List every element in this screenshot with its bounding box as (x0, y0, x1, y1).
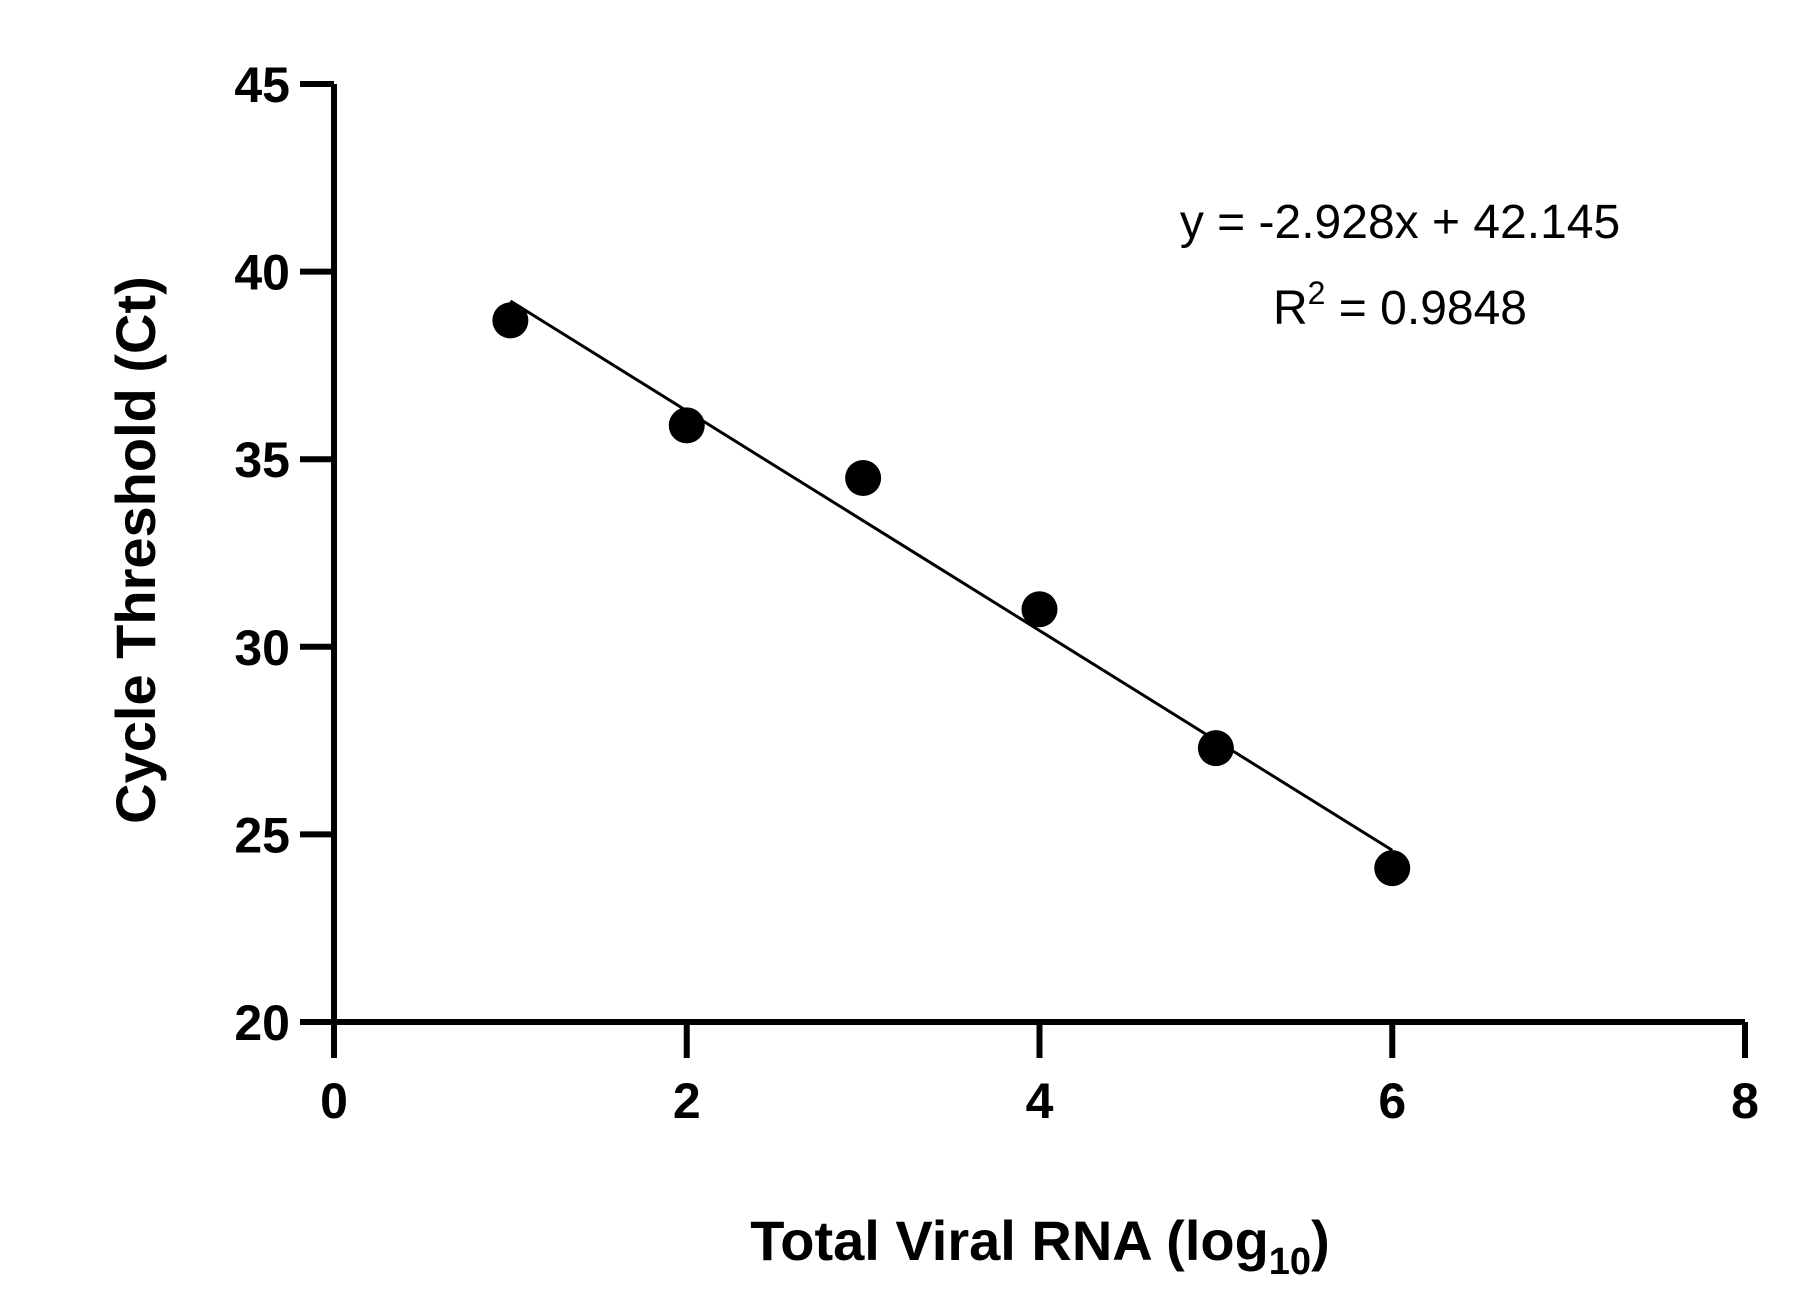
data-point (1197, 730, 1234, 767)
trendline-layer (509, 299, 1394, 852)
regression-equation: y = -2.928x + 42.145 (1180, 196, 1620, 249)
x-axis-title-text: Total Viral RNA (log (750, 1209, 1269, 1272)
r-squared-value: = 0.9848 (1325, 282, 1527, 335)
r-squared-superscript: 2 (1308, 275, 1326, 311)
trendline (509, 299, 1394, 852)
y-axis-title: Cycle Threshold (Ct) (104, 276, 167, 824)
data-point (492, 302, 529, 339)
x-axis-ticks: 0 2 4 6 8 (320, 1022, 1759, 1129)
y-tick-label: 30 (234, 620, 290, 676)
y-tick-label: 40 (234, 245, 290, 301)
y-tick-label: 45 (234, 57, 290, 113)
data-point (1374, 850, 1411, 887)
x-tick-label: 6 (1378, 1073, 1406, 1129)
r-squared: R2 = 0.9848 (1273, 275, 1527, 335)
x-axis-title: Total Viral RNA (log10) (750, 1209, 1329, 1283)
x-tick-label: 2 (673, 1073, 701, 1129)
data-point (1021, 591, 1058, 628)
data-point (845, 459, 882, 496)
y-axis-ticks: 20 25 30 35 40 45 (234, 57, 334, 1051)
axes: 20 25 30 35 40 45 0 2 4 6 8 (234, 57, 1759, 1129)
x-axis-title-suffix: ) (1311, 1209, 1330, 1272)
x-tick-label: 4 (1026, 1073, 1054, 1129)
y-tick-label: 20 (234, 995, 290, 1051)
r-squared-prefix: R (1273, 282, 1308, 335)
y-tick-label: 35 (234, 432, 290, 488)
data-point (668, 407, 705, 444)
y-tick-label: 25 (234, 807, 290, 863)
data-points (492, 302, 1411, 887)
x-tick-label: 8 (1731, 1073, 1759, 1129)
regression-annotation: y = -2.928x + 42.145 R2 = 0.9848 (1180, 196, 1620, 335)
x-axis-title-subscript: 10 (1269, 1241, 1311, 1283)
x-tick-label: 0 (320, 1073, 348, 1129)
